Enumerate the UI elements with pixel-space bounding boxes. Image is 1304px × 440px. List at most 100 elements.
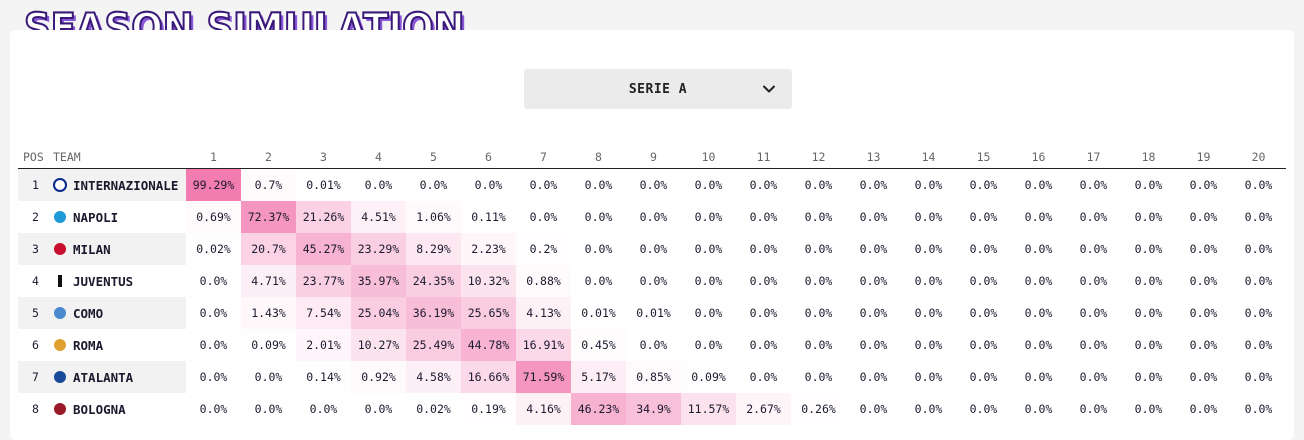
probability-cell: 8.29% [406,233,461,265]
header-position-10: 10 [681,146,736,169]
probability-cell: 0.0% [694,178,723,192]
row-team[interactable]: NAPOLI [53,201,186,233]
row-position: 6 [18,329,53,361]
probability-cell: 0.0% [1134,402,1163,416]
probability-cell: 10.32% [461,265,516,297]
probability-cell: 4.58% [406,361,461,393]
probability-cell: 46.23% [571,393,626,425]
header-position-1: 1 [186,146,241,169]
probability-cell: 0.14% [306,370,341,384]
header-position-16: 16 [1011,146,1066,169]
probability-cell: 0.09% [251,338,286,352]
probability-cell: 0.0% [694,274,723,288]
probability-cell: 23.77% [296,265,351,297]
probability-cell: 72.37% [241,201,296,233]
probability-cell: 0.0% [804,306,833,320]
probability-cell: 0.0% [1189,402,1218,416]
table-row: 4 JUVENTUS 0.0% 4.71% 23.77% 35.97% 24.35% 10.3… [18,265,1286,297]
probability-cell: 0.0% [694,242,723,256]
probability-cell: 0.0% [804,370,833,384]
probability-cell: 0.0% [1134,210,1163,224]
row-team[interactable]: INTERNAZIONALE [53,168,186,201]
row-team[interactable]: JUVENTUS [53,265,186,297]
row-position: 8 [18,393,53,425]
team-name: BOLOGNA [73,401,126,417]
header-team: TEAM [53,146,186,169]
row-team[interactable]: COMO [53,297,186,329]
probability-cell: 0.0% [804,274,833,288]
header-position-12: 12 [791,146,846,169]
probability-cell: 99.29% [186,168,241,201]
row-position: 7 [18,361,53,393]
como-logo-icon [53,306,67,320]
probability-cell: 0.0% [969,338,998,352]
probability-cell: 0.0% [1189,306,1218,320]
probability-cell: 0.0% [914,242,943,256]
probability-cell: 0.0% [969,402,998,416]
row-position: 3 [18,233,53,265]
probability-cell: 0.0% [859,338,888,352]
header-position-5: 5 [406,146,461,169]
probability-cell: 23.29% [351,233,406,265]
probability-cell: 34.9% [626,393,681,425]
probability-cell: 21.26% [296,201,351,233]
probability-cell: 0.09% [691,370,726,384]
bologna-logo-icon [53,402,67,416]
probability-cell: 24.35% [406,265,461,297]
probability-cell: 0.0% [254,402,283,416]
table-row: 6 ROMA 0.0% 0.09% 2.01% 10.27% 25.49% 44.78% 16.… [18,329,1286,361]
probability-cell: 0.0% [749,306,778,320]
probability-cell: 0.02% [196,242,231,256]
probability-cell: 0.0% [694,338,723,352]
probability-cell: 0.26% [801,402,836,416]
probability-cell: 0.19% [471,402,506,416]
table-row: 8 BOLOGNA 0.0% 0.0% 0.0% 0.0% 0.02% 0.19% 4.16% 4… [18,393,1286,425]
probability-cell: 0.0% [1244,338,1273,352]
probability-cell: 0.01% [581,306,616,320]
probability-cell: 11.57% [681,393,736,425]
probability-cell: 36.19% [406,297,461,329]
row-team[interactable]: BOLOGNA [53,393,186,425]
probability-cell: 0.0% [1024,242,1053,256]
row-team[interactable]: MILAN [53,233,186,265]
probability-cell: 5.17% [571,361,626,393]
milan-logo-icon [53,242,67,256]
probability-cell: 0.0% [1079,274,1108,288]
team-name: ROMA [73,337,104,353]
atalanta-logo-icon [53,370,67,384]
header-position-11: 11 [736,146,791,169]
league-select[interactable]: SERIE A [524,69,792,109]
probability-cell: 0.0% [199,370,228,384]
probability-cell: 0.0% [1079,210,1108,224]
table-row: 7 ATALANTA 0.0% 0.0% 0.14% 0.92% 4.58% 16.66% 71… [18,361,1286,393]
probability-cell: 0.0% [1024,178,1053,192]
header-position-15: 15 [956,146,1011,169]
probability-cell: 0.0% [639,338,668,352]
probability-cell: 0.0% [969,242,998,256]
header-position-8: 8 [571,146,626,169]
probability-cell: 0.0% [914,274,943,288]
header-position-20: 20 [1231,146,1286,169]
probability-cell: 0.0% [914,338,943,352]
roma-logo-icon [53,338,67,352]
row-team[interactable]: ATALANTA [53,361,186,393]
probability-cell: 0.0% [804,178,833,192]
table-row: 2 NAPOLI 0.69% 72.37% 21.26% 4.51% 1.06% 0.11% 0… [18,201,1286,233]
probability-cell: 0.0% [914,178,943,192]
probability-cell: 0.0% [749,274,778,288]
probability-cell: 0.0% [1079,370,1108,384]
probability-cell: 4.71% [241,265,296,297]
probability-cell: 2.67% [736,393,791,425]
league-select-value: SERIE A [628,81,688,97]
probability-cell: 0.0% [969,210,998,224]
probability-cell: 0.0% [1134,274,1163,288]
probability-cell: 0.0% [474,178,503,192]
team-name: NAPOLI [73,209,119,225]
header-pos: POS [18,146,53,169]
juventus-logo-icon [53,274,67,288]
row-team[interactable]: ROMA [53,329,186,361]
chevron-down-icon [763,85,775,93]
table-header-row: POS TEAM 1 2 3 4 5 6 7 8 9 10 11 12 13 14 15 16 17 18 19 20 [18,146,1286,169]
probability-cell: 0.0% [1024,402,1053,416]
probability-cell: 0.0% [914,210,943,224]
